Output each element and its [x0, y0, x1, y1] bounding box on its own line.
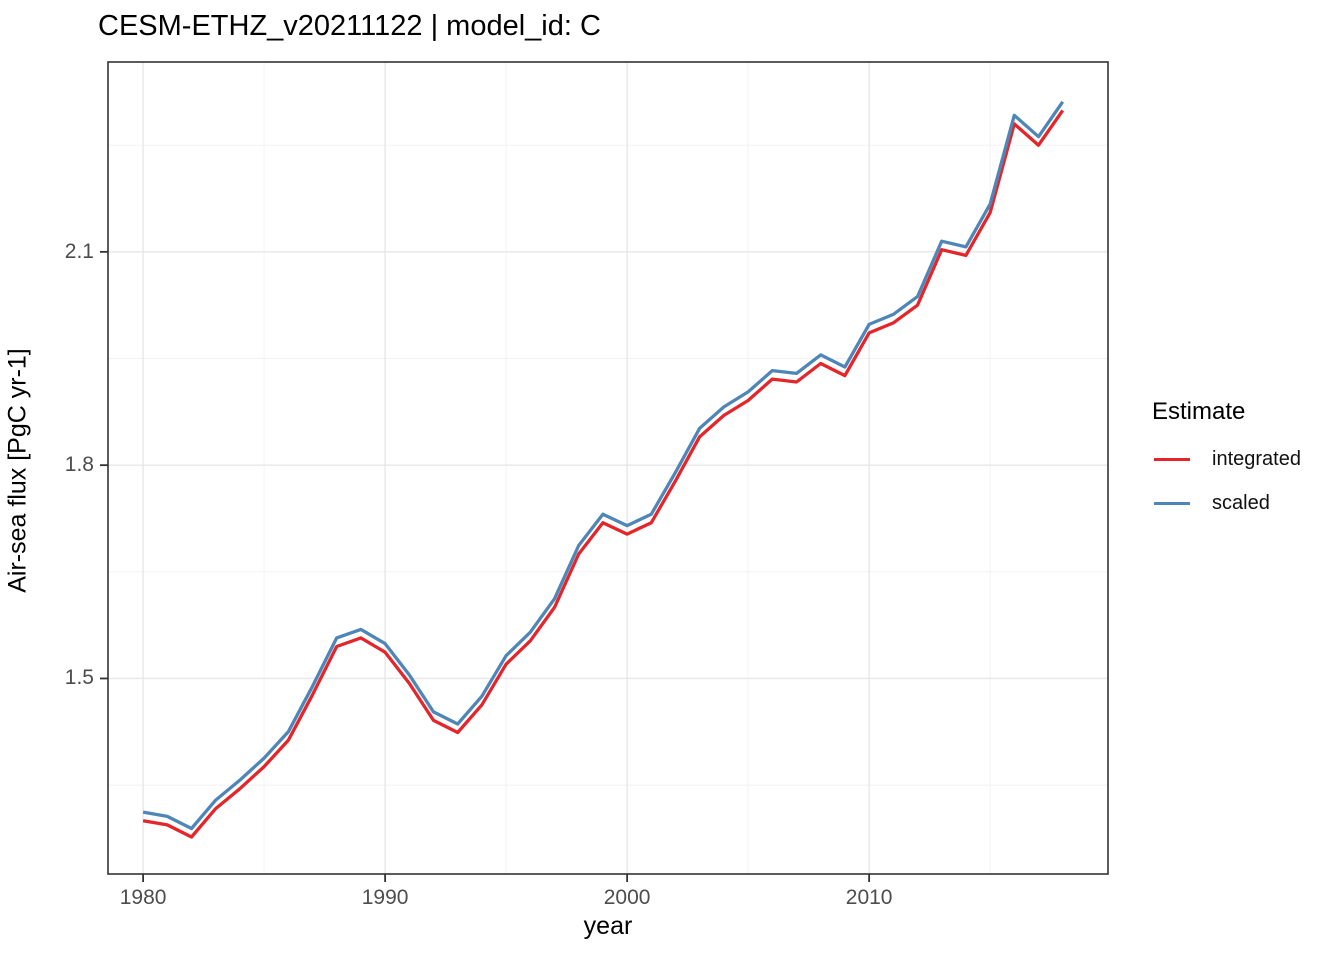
x-tick-label: 2000	[603, 886, 651, 909]
legend-item-scaled: scaled	[1148, 490, 1301, 516]
y-tick-label: 1.5	[64, 666, 94, 690]
panel-background	[108, 62, 1108, 874]
integrated-line-key-icon	[1154, 457, 1190, 461]
plot-title: CESM-ETHZ_v20211122 | model_id: C	[98, 10, 601, 42]
panel-border	[107, 61, 1109, 875]
scaled-line-key-icon	[1154, 501, 1190, 505]
y-tick-label: 1.8	[64, 453, 94, 477]
legend-title: Estimate	[1152, 398, 1246, 425]
scaled-line	[142, 100, 1065, 831]
x-axis-title: year	[583, 912, 633, 940]
y-axis-title: Air-sea flux [PgC yr-1]	[3, 348, 32, 593]
x-tick-label: 1980	[119, 886, 167, 909]
y-tick-label: 2.1	[64, 239, 94, 263]
x-tick-label: 1990	[361, 886, 409, 909]
x-tick-label: 2010	[845, 886, 893, 909]
legend: Estimate integrated scaled	[1148, 398, 1301, 534]
legend-label-integrated: integrated	[1212, 447, 1301, 470]
legend-item-integrated: integrated	[1148, 446, 1301, 472]
legend-label-scaled: scaled	[1212, 491, 1270, 514]
integrated-line	[142, 109, 1065, 839]
